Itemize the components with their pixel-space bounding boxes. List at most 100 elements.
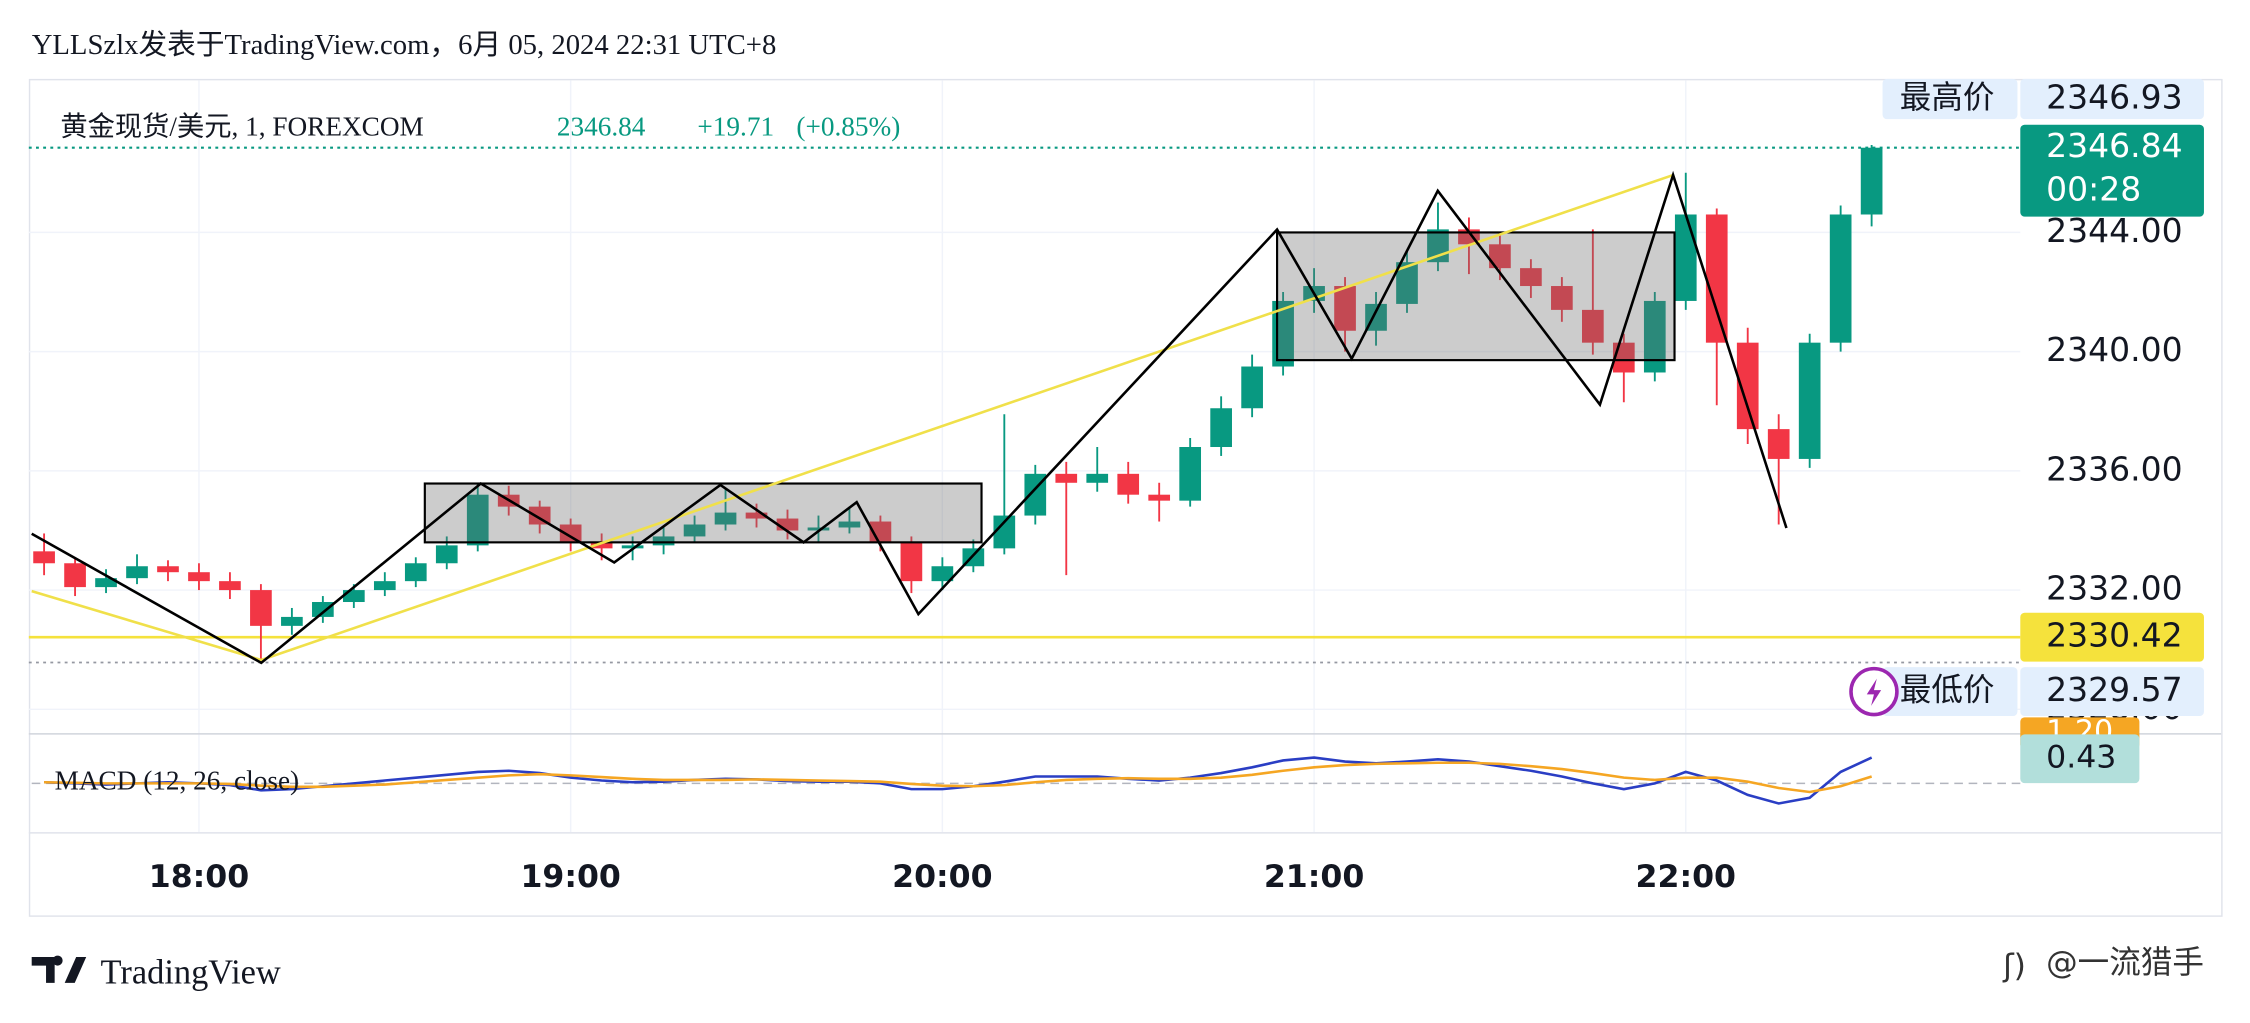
trend-line [31,173,1674,662]
candle-body [652,536,675,546]
candle-body [1241,366,1263,409]
symbol: 黄金现货/美元, 1, FOREXCOM [60,111,423,141]
candle-body [714,512,737,525]
chart-frame [28,78,2223,917]
price-label-bg [2020,612,2204,662]
candle-body [776,518,799,531]
candle-body [126,566,148,579]
candle-body [1829,214,1852,343]
candle-body [1334,286,1356,331]
y-tick-label: 2336.00 [2046,449,2182,488]
candle-body [281,616,303,626]
price-label-bg [2020,667,2204,716]
price-label-bg [1882,78,2018,120]
macd-last-label: 0.43 [2046,740,2116,776]
candle-body [590,542,613,549]
candle-body [528,506,551,525]
y-tick-label: 2332.00 [2046,569,2182,608]
candle-body [1767,429,1790,459]
zhihu-icon: ʃ) [2002,948,2026,984]
tv-logo: TradingView [31,954,281,992]
range-box [423,482,983,544]
zigzag [31,170,1788,665]
price-label-bg [1882,667,2018,716]
candle-body [807,527,830,531]
hline-value: 2330.42 [2046,616,2182,655]
candle-body [373,581,396,591]
low-marker-value: 2329.57 [2046,670,2182,709]
high-marker-value: 2346.93 [2046,78,2182,117]
price-axis: 2328.002332.002336.002340.002344.0018:00… [149,78,2204,895]
candle-body [683,524,706,537]
candle-body [404,563,427,582]
candle-body [219,581,241,591]
price-label-bg [2020,734,2140,784]
macd-pane [31,756,2021,805]
candle-body [1086,473,1109,483]
x-tick-label: 19:00 [520,859,620,895]
candle-body [1489,244,1511,269]
overlays-below [28,146,2021,664]
candle-body [1551,286,1573,310]
candle-body [1148,494,1171,501]
low-marker-label: 最低价 [1900,673,1995,709]
candle-body [838,521,861,528]
alert-bolt [1866,678,1882,706]
candle-body [1117,473,1140,495]
candle-body [157,566,179,573]
x-tick-label: 22:00 [1636,859,1736,895]
candle-body [1179,447,1202,501]
legend-last: 2346.84 [557,111,646,141]
candle-body [1210,408,1232,448]
candle-body [621,545,644,549]
signal-line [44,761,1873,794]
y-tick-label: 2340.00 [2046,330,2182,369]
candle-body [95,578,117,588]
candle-body [745,512,768,519]
candle-body [188,572,210,582]
legend-change: +19.71 [697,111,774,141]
last-price-value: 2346.84 [2046,126,2182,165]
macd-title: MACD (12, 26, close) [55,766,299,796]
candle-body [64,563,86,588]
candle-body [342,590,365,603]
price-label-bg [2020,124,2204,217]
candle-body [1674,214,1697,301]
legend-change-pct: (+0.85%) [796,111,900,141]
candle-body [250,590,272,626]
candle-body [1798,342,1821,459]
high-marker-label: 最高价 [1900,80,1995,116]
candle-body [1582,309,1604,343]
candle-body [1396,262,1418,304]
y-tick-label: 2344.00 [2046,211,2182,250]
candle-body [559,524,582,543]
candle-body [993,515,1016,549]
logo-mark [31,955,87,983]
candle-body [1643,300,1666,373]
candle-body [931,566,954,582]
price-label-bg [2020,78,2204,120]
candle-body [1736,342,1759,430]
candle-body [466,494,489,546]
candle-body [1520,268,1542,287]
candle-body [1860,147,1883,215]
watermark: @一流猎手 [2046,945,2204,981]
x-tick-label: 18:00 [149,859,249,895]
header-title: YLLSzlx发表于TradingView.com，6月 05, 2024 22… [32,29,777,61]
macd-line [43,756,1873,805]
candle-body [1055,473,1078,483]
brand: TradingView [101,954,281,992]
candles [33,145,1883,663]
range-box [1276,231,1676,362]
countdown: 00:28 [2046,169,2141,208]
candle-body [900,542,923,582]
x-tick-label: 21:00 [1264,859,1364,895]
candle-body [33,551,55,564]
candle-body [1705,214,1728,343]
drawings [31,170,1788,665]
candle-body [435,545,458,564]
candle-body [312,602,334,617]
x-tick-label: 20:00 [892,859,992,895]
